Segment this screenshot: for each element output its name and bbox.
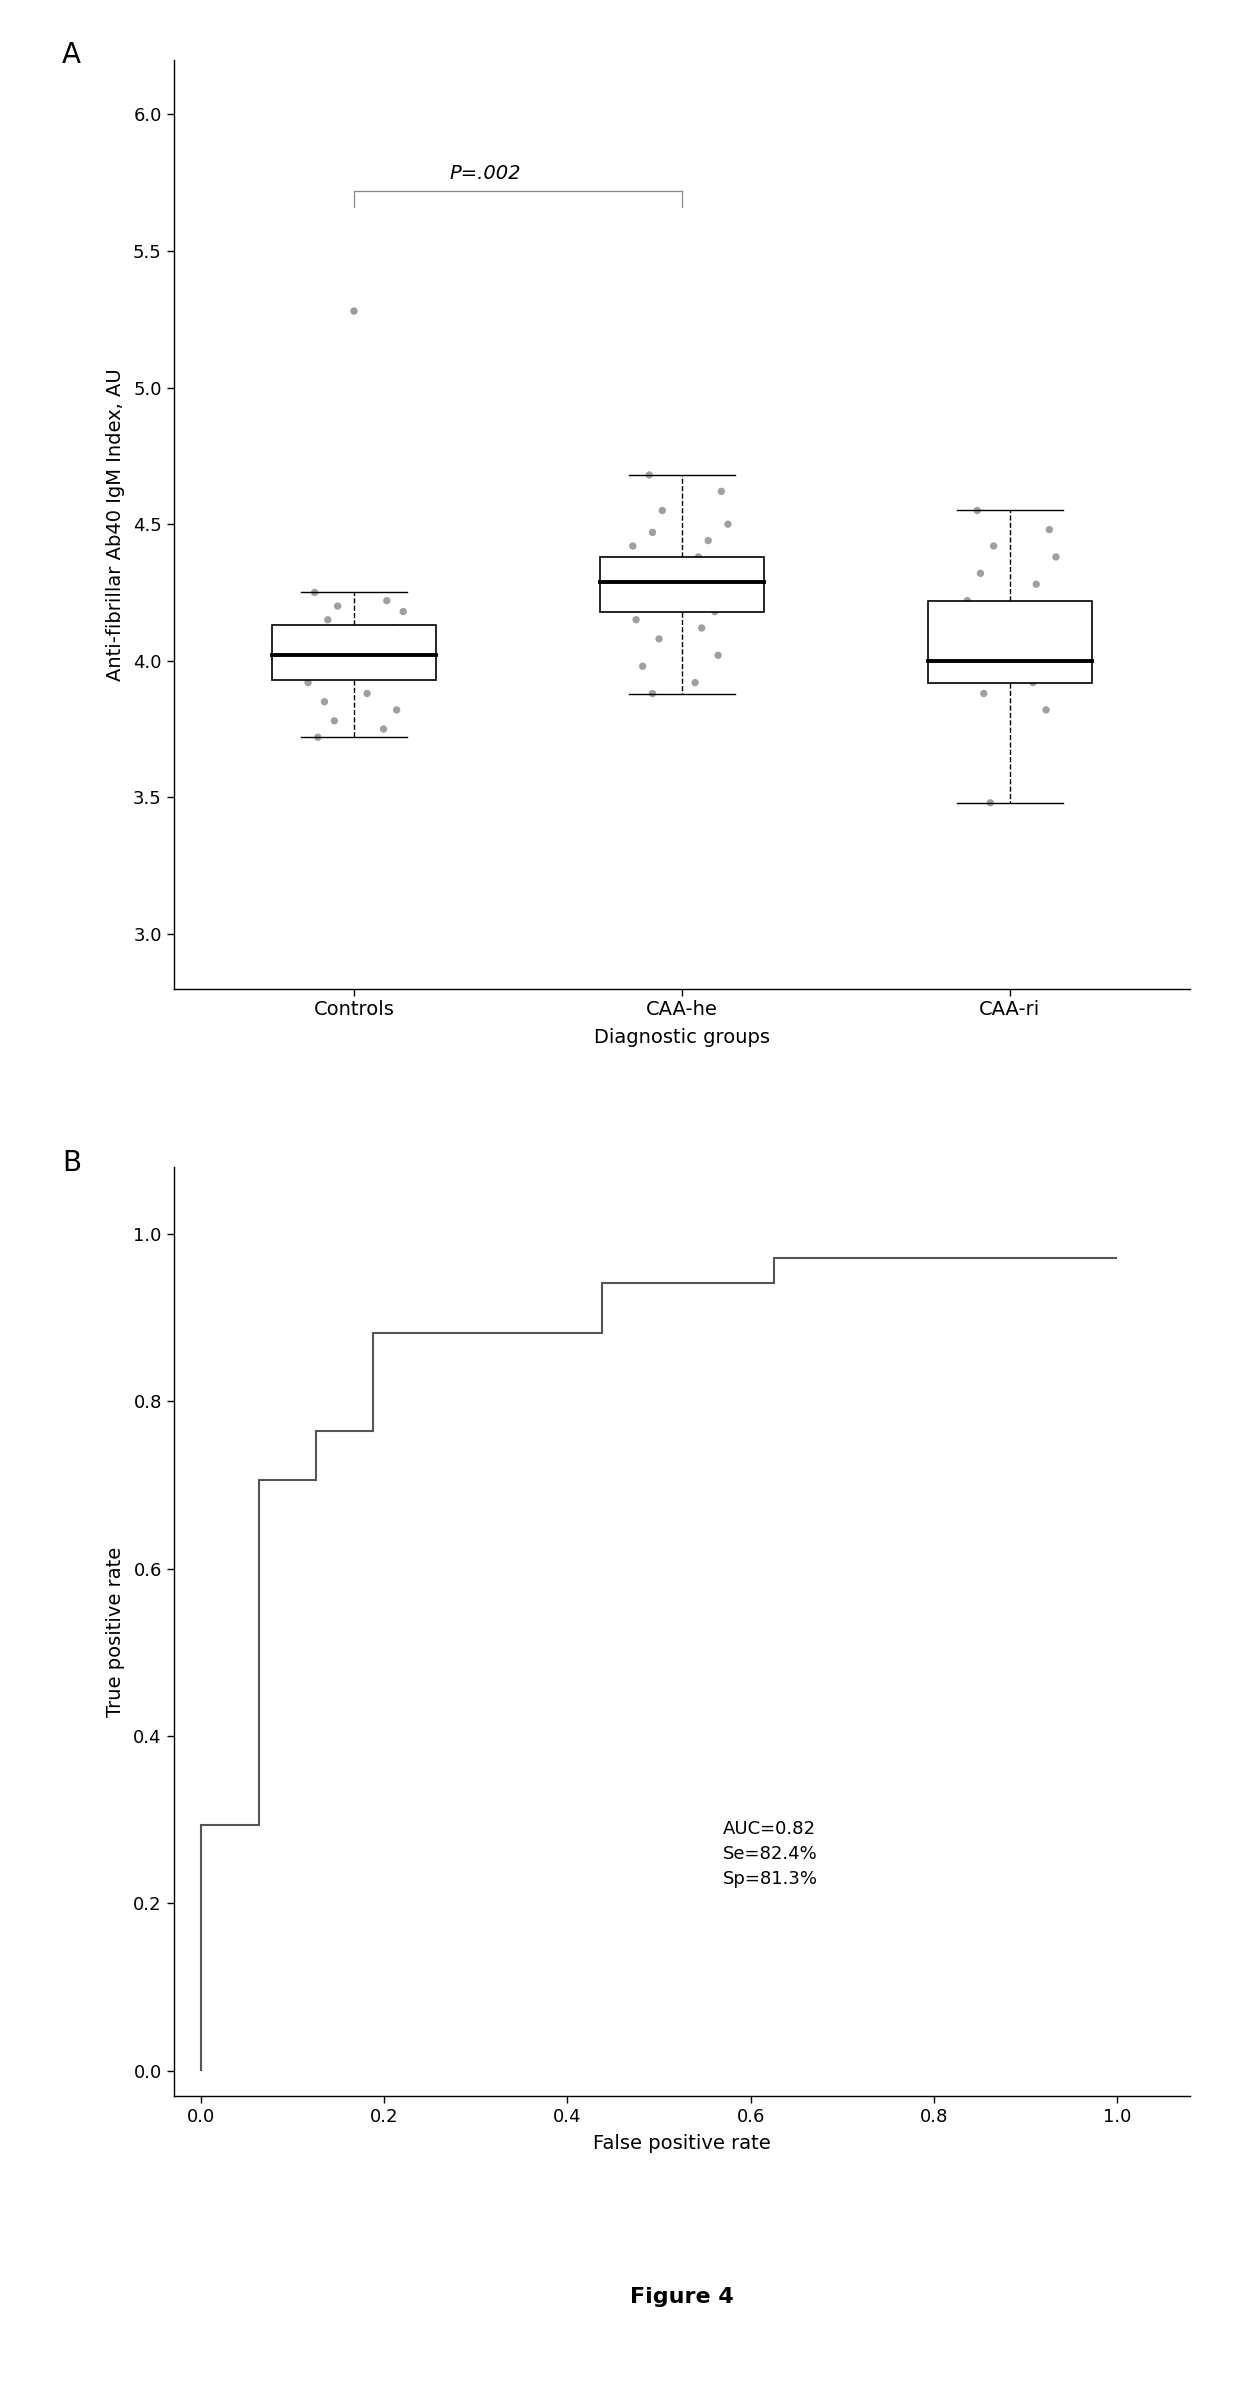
Text: B: B [62, 1150, 81, 1176]
Point [1027, 564, 1047, 602]
Point [311, 626, 331, 664]
Point [308, 717, 327, 755]
Point [317, 600, 337, 638]
Point [383, 609, 403, 648]
Point [636, 545, 656, 583]
Point [1019, 593, 1039, 631]
Point [335, 633, 355, 672]
Point [391, 636, 410, 674]
Point [381, 655, 401, 693]
Point [957, 581, 977, 619]
Point [642, 674, 662, 712]
X-axis label: Diagnostic groups: Diagnostic groups [594, 1028, 770, 1047]
Point [327, 588, 347, 626]
Point [971, 554, 991, 593]
Point [387, 691, 407, 729]
Point [373, 710, 393, 748]
Point [298, 664, 317, 703]
Point [1033, 619, 1053, 657]
Point [632, 648, 652, 686]
Point [646, 588, 666, 626]
Point [652, 492, 672, 531]
Y-axis label: True positive rate: True positive rate [105, 1546, 125, 1716]
Point [622, 526, 642, 564]
Bar [272, 626, 436, 679]
Point [321, 650, 341, 688]
Point [640, 456, 660, 495]
Point [973, 674, 993, 712]
Point [315, 684, 335, 722]
Point [1049, 648, 1069, 686]
Point [343, 292, 363, 330]
Text: Figure 4: Figure 4 [630, 2287, 734, 2306]
Point [371, 629, 391, 667]
Point [377, 581, 397, 619]
Point [961, 655, 981, 693]
Point [363, 645, 383, 684]
Bar [600, 557, 764, 612]
Point [983, 526, 1003, 564]
Point [987, 636, 1007, 674]
Point [724, 564, 744, 602]
Point [714, 554, 734, 593]
Point [1047, 538, 1066, 576]
Point [686, 664, 706, 703]
Point [626, 600, 646, 638]
Point [718, 504, 738, 543]
Text: A: A [62, 41, 81, 69]
Point [305, 574, 325, 612]
Point [692, 609, 712, 648]
Point [963, 609, 983, 648]
Point [712, 473, 732, 511]
Point [967, 492, 987, 531]
Point [642, 514, 662, 552]
Point [658, 559, 678, 598]
Point [325, 703, 345, 741]
Bar [928, 600, 1092, 684]
Point [698, 521, 718, 559]
X-axis label: False positive rate: False positive rate [593, 2134, 771, 2153]
Point [1037, 691, 1056, 729]
Point [361, 619, 381, 657]
Text: P=.002: P=.002 [449, 163, 521, 182]
Point [696, 581, 715, 619]
Point [305, 641, 325, 679]
Point [981, 784, 1001, 822]
Point [357, 674, 377, 712]
Point [649, 619, 668, 657]
Point [1023, 664, 1043, 703]
Point [295, 614, 315, 652]
Point [1039, 511, 1059, 550]
Y-axis label: Anti-fibrillar Ab40 IgM Index, AU: Anti-fibrillar Ab40 IgM Index, AU [105, 368, 125, 681]
Text: AUC=0.82
Se=82.4%
Sp=81.3%: AUC=0.82 Se=82.4% Sp=81.3% [723, 1819, 818, 1888]
Point [704, 593, 724, 631]
Point [630, 574, 650, 612]
Point [688, 538, 708, 576]
Point [708, 636, 728, 674]
Point [393, 593, 413, 631]
